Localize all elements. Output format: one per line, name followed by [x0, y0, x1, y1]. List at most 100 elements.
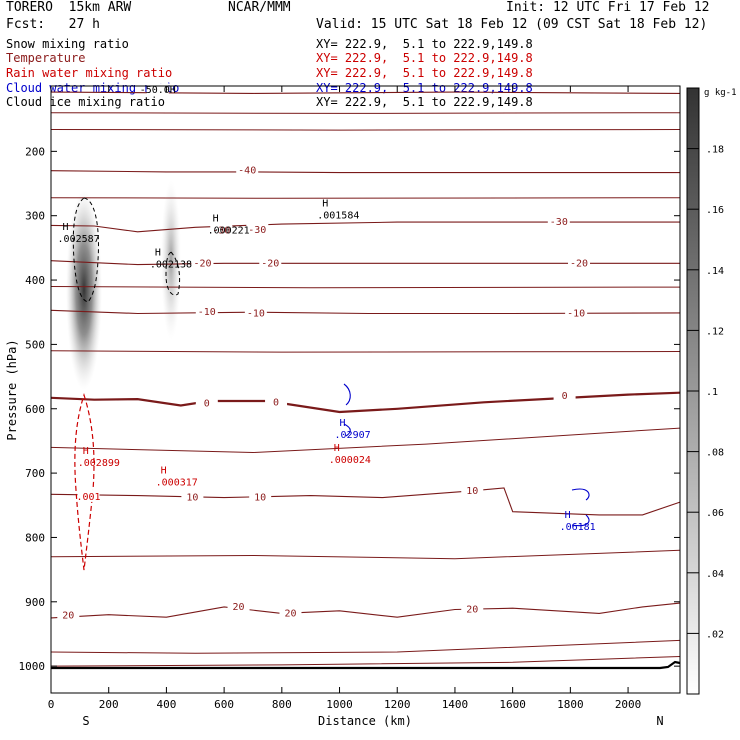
colorbar-tick-label: .18	[706, 145, 724, 156]
maximum-value-rain: .002899	[78, 458, 120, 469]
contour-label: -10	[567, 309, 585, 320]
maximum-marker-cloud-water: H	[340, 418, 346, 429]
contour-label: -30	[212, 226, 230, 237]
contour-label-bg	[553, 388, 576, 401]
contour-label-bg	[210, 223, 233, 236]
contour-label-bg	[461, 602, 484, 615]
contour-label-bg	[191, 256, 214, 269]
x-axis: 0 200 400 600 800 1000 1200 1400 1600 1800 2000	[48, 86, 642, 711]
y-tick-label: 500	[25, 338, 45, 351]
colorbar-tick-label: .08	[706, 448, 724, 459]
snow-contour-main	[72, 197, 99, 303]
temperature-contour-minor	[50, 549, 681, 560]
colorbar-tick-label: .1	[706, 387, 718, 398]
temperature-contour-minus40	[50, 170, 680, 174]
contour-label-bg	[265, 395, 288, 408]
contour-label-bg	[246, 222, 269, 235]
ground-line	[51, 660, 681, 670]
maximum-marker-rain: H	[83, 446, 89, 457]
y-tick-label: 700	[25, 467, 45, 480]
forecast-hour: Fcst: 27 h	[6, 17, 100, 32]
contour-label: 20	[284, 608, 296, 619]
plot-frame	[50, 85, 681, 694]
contour-label-bg	[249, 490, 272, 503]
contour-label-bg	[279, 606, 302, 619]
contour-label-bg	[77, 489, 100, 502]
contour-label: 20	[62, 610, 74, 621]
x-axis-title: Distance (km)	[318, 714, 412, 728]
x-tick-label: 2000	[615, 698, 642, 711]
maximum-value-cloud-ice: .001584	[317, 211, 359, 222]
temperature-contour-minor	[50, 350, 681, 353]
contour-label-bg	[227, 599, 250, 612]
y-tick-label: 900	[25, 596, 45, 609]
legend-rain-xy: XY= 222.9, 5.1 to 222.9,149.8	[316, 66, 533, 80]
snow-plume-main	[66, 190, 102, 390]
maximum-value-rain: .000317	[156, 478, 198, 489]
cloud-water-contour-1	[343, 383, 351, 437]
legend-snow-label: Snow mixing ratio	[6, 37, 129, 51]
init-time: Init: 12 UTC Fri 17 Feb 12	[506, 0, 710, 15]
maximum-value-cloud-ice: .000221	[208, 225, 250, 236]
maximum-value-snow: .002138	[150, 260, 192, 271]
contour-label-bg	[565, 306, 588, 319]
x-tick-label: 1800	[557, 698, 584, 711]
contour-label-bg	[57, 608, 80, 621]
valid-time: Valid: 15 UTC Sat 18 Feb 12 (09 CST Sat …	[316, 17, 708, 32]
contour-label: 20	[233, 602, 245, 613]
contour-label: -30	[248, 225, 266, 236]
contour-label-bg	[568, 256, 591, 269]
contour-label: .001	[76, 492, 100, 503]
legend-cloud-ice-label: Cloud ice mixing ratio	[6, 95, 165, 109]
temperature-contour-minus20	[50, 260, 680, 266]
colorbar-tick-label: .04	[706, 569, 724, 580]
x-tick-label: 800	[272, 698, 292, 711]
colorbar	[686, 87, 700, 695]
temperature-contour-minor	[50, 112, 681, 114]
contour-label: 0	[562, 391, 568, 402]
x-tick-label: 1200	[384, 698, 411, 711]
contour-label-bg	[195, 305, 218, 318]
colorbar-tick-label: .12	[706, 326, 724, 337]
legend-temperature-label: Temperature	[6, 51, 86, 65]
contour-label: 0	[204, 399, 210, 410]
contour-label: -30	[550, 217, 568, 228]
contour-label-bg	[259, 256, 282, 269]
x-tick-label: 400	[156, 698, 176, 711]
x-tick-label: 1400	[442, 698, 469, 711]
endpoint-left: S	[82, 714, 89, 728]
x-tick-label: 600	[214, 698, 234, 711]
maximum-value-cloud-water: .06181	[560, 522, 596, 533]
contour-label-bg	[195, 396, 218, 409]
temperature-contour-minor	[50, 286, 681, 289]
maximum-value-cloud-water: .02907	[335, 430, 371, 441]
contour-label: 10	[254, 493, 266, 504]
temperature-contour-10	[50, 487, 681, 516]
contour-label: 10	[186, 493, 198, 504]
colorbar-ticks: .02 .04 .06 .08 .1 .12 .14 .16 .18	[687, 145, 724, 640]
colorbar-tick-label: .16	[706, 205, 724, 216]
maximum-marker-snow: H	[155, 248, 161, 259]
x-tick-label: 0	[48, 698, 55, 711]
contour-label: -40	[238, 166, 256, 177]
temperature-contour-minus10	[50, 309, 681, 315]
legend-temperature-xy: XY= 222.9, 5.1 to 222.9,149.8	[316, 51, 533, 65]
contour-label: -20	[570, 258, 588, 269]
contour-label-bg	[244, 306, 267, 319]
contour-label: 20	[466, 605, 478, 616]
maximum-marker-cloud-ice: H	[213, 213, 219, 224]
legend-cloud-water-label: Cloud water mixing ratio	[6, 81, 180, 95]
legend-cloud-ice-xy: XY= 222.9, 5.1 to 222.9,149.8	[316, 95, 533, 109]
temperature-contour-minor	[50, 129, 681, 131]
y-axis-title: Pressure (hPa)	[5, 339, 19, 440]
contour-label: 10	[466, 486, 478, 497]
x-tick-label: 200	[99, 698, 119, 711]
temperature-contour-20	[50, 602, 681, 619]
endpoint-right: N	[656, 714, 663, 728]
rain-contour	[74, 393, 95, 571]
model-title: TORERO 15km ARW	[6, 0, 132, 15]
contour-label-bg	[547, 215, 570, 228]
maximum-marker-cloud-water: H	[565, 510, 571, 521]
